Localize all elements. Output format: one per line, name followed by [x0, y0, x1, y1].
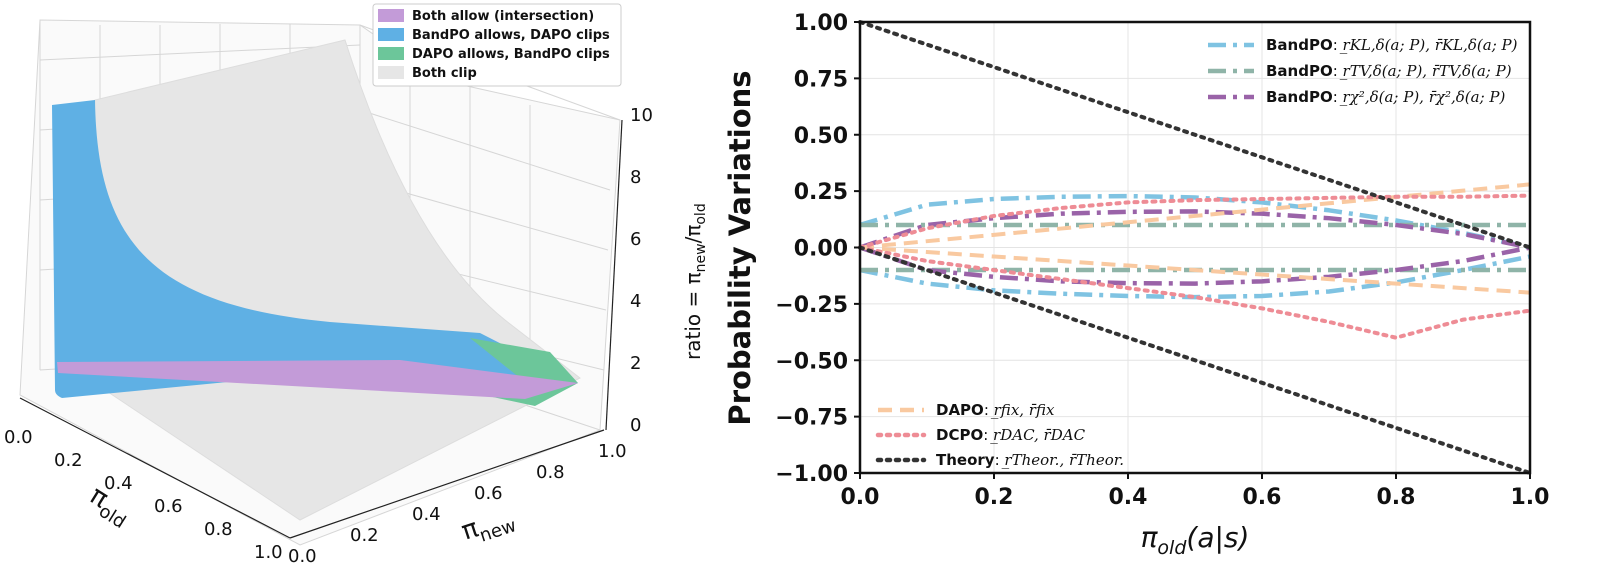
x-tick-label: 0.8 — [1377, 485, 1416, 510]
y-tick-label: −1.00 — [775, 462, 848, 487]
x-tick-label: 0.0 — [841, 485, 880, 510]
series-bandpo-kl-lower — [859, 254, 1531, 300]
y-tick-labels: 1.00 0.75 0.50 0.25 0.00 −0.25 −0.50 −0.75 −1.00 — [775, 11, 860, 487]
legend-top: BandPO: r̲KL,δ(a; P), r̄KL,δ(a; P) BandPO… — [1208, 36, 1518, 106]
series-dcpo-upper — [858, 193, 1532, 250]
y-tick-label: −0.75 — [775, 406, 848, 431]
y-tick-label: 1.0 — [598, 441, 627, 462]
x-tick-label: 0.4 — [104, 473, 133, 494]
x-axis-label: πold(a|s) — [1141, 521, 1250, 559]
x-tick-label: 0.4 — [1109, 485, 1148, 510]
y-tick-label: 0.0 — [288, 546, 317, 567]
legend-entry: DCPO: r̲DAC, r̄DAC — [936, 426, 1086, 444]
surface-3d-chart: 0.0 0.2 0.4 0.6 0.8 1.0 0.0 0.2 0.4 0.6 0.8 1.0 0 2… — [4, 3, 709, 567]
z-tick-label: 10 — [630, 105, 653, 126]
y-tick-label: 0.4 — [412, 504, 441, 525]
series-dapo-lower — [859, 245, 1531, 295]
x-tick-labels: 0.0 0.2 0.4 0.6 0.8 1.0 — [4, 427, 283, 563]
z-axis-line — [605, 119, 623, 431]
series-bandpo-chi2-lower — [859, 245, 1531, 286]
series-dapo-upper — [859, 182, 1531, 250]
series-lines — [858, 20, 1532, 475]
line-chart: 0.0 0.2 0.4 0.6 0.8 1.0 1.00 0.75 0.50 0.25 0.00 −… — [723, 11, 1549, 559]
y-tick-label: 0.2 — [350, 525, 379, 546]
y-tick-label: −0.25 — [775, 293, 848, 318]
legend-entry: DAPO: r̲fix, r̄fix — [936, 401, 1055, 419]
series-dcpo-lower — [858, 245, 1532, 340]
z-tick-label: 4 — [630, 291, 641, 312]
y-tick-label: 0.8 — [536, 462, 565, 483]
legend-entry: Theory: r̲Theor., r̄Theor. — [936, 451, 1124, 469]
y-tick-label: 0.50 — [794, 124, 848, 149]
z-tick-label: 2 — [630, 353, 641, 374]
legend-bottom: DAPO: r̲fix, r̄fix DCPO: r̲DAC, r̄DAC Theo… — [875, 401, 1124, 469]
legend-label: Both allow (intersection) — [412, 9, 594, 24]
y-tick-labels: 0.0 0.2 0.4 0.6 0.8 1.0 — [288, 441, 627, 567]
legend-swatch — [378, 28, 404, 41]
x-tick-label: 0.0 — [4, 427, 33, 448]
region-bandpo-allows — [52, 100, 578, 398]
y-tick-label: −0.50 — [775, 349, 848, 374]
x-tick-label: 1.0 — [1511, 485, 1550, 510]
y-axis-label: Probability Variations — [723, 70, 757, 425]
x-tick-label: 0.8 — [204, 519, 233, 540]
legend-entry: BandPO: r̲KL,δ(a; P), r̄KL,δ(a; P) — [1266, 36, 1518, 54]
legend-label: DAPO allows, BandPO clips — [412, 47, 610, 62]
legend-entry: BandPO: r̲χ²,δ(a; P), r̄χ²,δ(a; P) — [1266, 88, 1505, 106]
surface-legend: Both allow (intersection) BandPO allows, … — [372, 3, 622, 87]
y-axis-line — [289, 429, 605, 539]
z-tick-label: 8 — [630, 167, 641, 188]
y-tick-label: 0.6 — [474, 483, 503, 504]
series-theory-upper — [858, 20, 1532, 250]
y-tick-label: 1.00 — [794, 11, 848, 36]
region-both-allow — [57, 360, 578, 399]
legend-label: BandPO allows, DAPO clips — [412, 28, 610, 43]
legend-swatch — [378, 47, 404, 60]
z-tick-label: 6 — [630, 229, 641, 250]
y-tick-label: 0.00 — [794, 237, 848, 262]
z-tick-label: 0 — [630, 415, 641, 436]
legend-swatch — [378, 9, 404, 22]
x-tick-label: 0.2 — [54, 450, 83, 471]
legend-entry: BandPO: r̲TV,δ(a; P), r̄TV,δ(a; P) — [1266, 62, 1512, 80]
region-both-clip — [59, 39, 581, 521]
x-axis-line — [19, 397, 291, 539]
region-dapo-allows — [470, 338, 578, 383]
x-tick-labels: 0.0 0.2 0.4 0.6 0.8 1.0 — [841, 473, 1550, 510]
x-tick-label: 1.0 — [254, 542, 283, 563]
x-tick-label: 0.6 — [154, 496, 183, 517]
y-tick-label: 0.75 — [794, 67, 848, 92]
z-axis-label: ratio = πnew/πold — [681, 203, 709, 360]
y-axis-label: πnew — [458, 502, 519, 552]
legend-label: Both clip — [412, 66, 477, 81]
series-theory-lower — [858, 245, 1532, 475]
x-tick-label: 0.2 — [975, 485, 1014, 510]
legend-swatch — [378, 66, 404, 79]
z-tick-labels: 0 2 4 6 8 10 — [630, 105, 653, 436]
y-tick-label: 0.25 — [794, 180, 848, 205]
x-tick-label: 0.6 — [1243, 485, 1282, 510]
series-bandpo-kl-upper — [859, 193, 1531, 250]
